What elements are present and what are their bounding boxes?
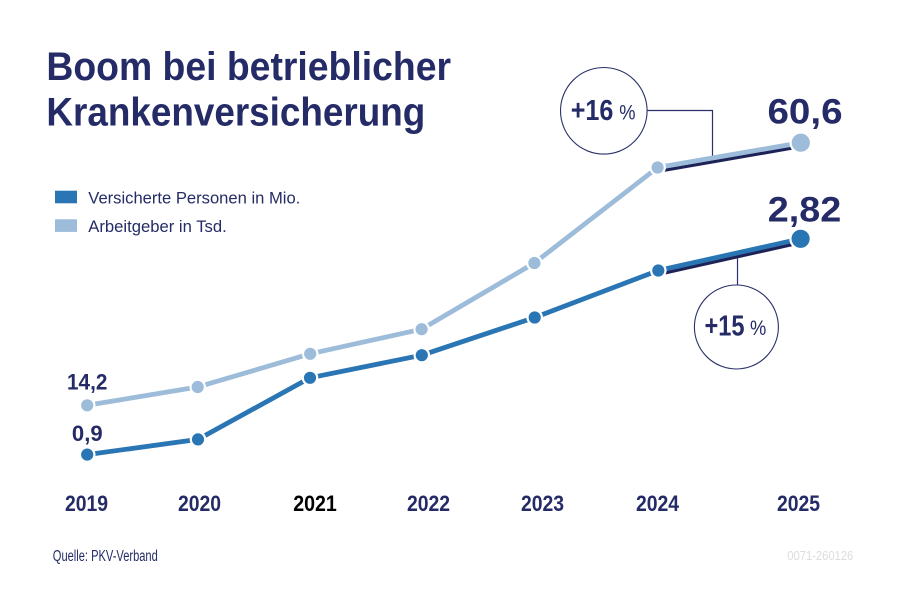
svg-text:2021: 2021 — [293, 491, 337, 516]
svg-text:Quelle: PKV-Verband: Quelle: PKV-Verband — [53, 548, 158, 565]
svg-text:2025: 2025 — [777, 491, 820, 516]
svg-text:14,2: 14,2 — [67, 369, 107, 394]
svg-text:%: % — [619, 101, 635, 124]
svg-text:+16: +16 — [571, 95, 614, 127]
svg-text:2024: 2024 — [636, 491, 680, 516]
svg-text:0071-260126: 0071-260126 — [787, 548, 853, 563]
svg-text:%: % — [750, 317, 766, 340]
svg-text:2,82: 2,82 — [768, 190, 842, 230]
svg-text:2022: 2022 — [407, 491, 450, 516]
svg-text:60,6: 60,6 — [768, 92, 843, 132]
svg-text:2020: 2020 — [178, 491, 221, 516]
svg-text:Arbeitgeber in Tsd.: Arbeitgeber in Tsd. — [88, 217, 226, 236]
svg-text:+15: +15 — [705, 311, 745, 343]
svg-text:Boom bei betrieblicher: Boom bei betrieblicher — [46, 45, 451, 89]
svg-text:Krankenversicherung: Krankenversicherung — [46, 91, 425, 135]
svg-text:2023: 2023 — [521, 491, 564, 516]
svg-text:2019: 2019 — [65, 491, 108, 516]
svg-text:0,9: 0,9 — [72, 421, 103, 446]
svg-text:Versicherte Personen in Mio.: Versicherte Personen in Mio. — [88, 188, 300, 207]
